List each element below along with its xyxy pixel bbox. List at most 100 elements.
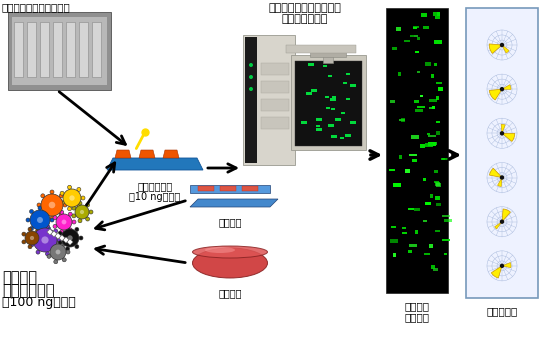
Bar	[434, 63, 437, 66]
Bar	[409, 154, 417, 156]
Bar	[190, 185, 270, 193]
Circle shape	[28, 245, 32, 249]
Bar	[425, 202, 431, 205]
Bar	[245, 37, 257, 163]
Circle shape	[46, 226, 50, 231]
Polygon shape	[163, 150, 179, 158]
Bar	[53, 22, 62, 77]
Polygon shape	[47, 229, 53, 235]
Bar	[437, 12, 440, 16]
Text: 荧光スキャナー: 荧光スキャナー	[282, 14, 328, 24]
Circle shape	[47, 254, 51, 258]
Bar	[306, 92, 312, 95]
Wedge shape	[502, 209, 510, 222]
Polygon shape	[190, 199, 278, 207]
Bar	[40, 22, 49, 77]
Bar	[414, 208, 420, 211]
Circle shape	[500, 264, 504, 268]
Bar	[420, 95, 423, 97]
Circle shape	[36, 226, 40, 230]
Circle shape	[53, 224, 57, 228]
Circle shape	[63, 189, 81, 207]
Circle shape	[36, 243, 39, 247]
Bar	[417, 106, 425, 108]
Circle shape	[38, 230, 42, 234]
Bar	[323, 45, 333, 63]
Circle shape	[500, 87, 504, 91]
Circle shape	[72, 220, 76, 224]
Bar	[435, 182, 440, 186]
Bar	[433, 268, 438, 271]
Bar	[411, 135, 419, 139]
Bar	[198, 186, 214, 191]
Bar	[323, 65, 327, 67]
Bar	[409, 244, 417, 247]
Bar	[220, 186, 236, 191]
Bar	[415, 230, 418, 234]
Circle shape	[28, 227, 32, 231]
Circle shape	[81, 196, 85, 200]
Wedge shape	[489, 168, 502, 177]
Circle shape	[62, 258, 66, 262]
Bar	[341, 112, 345, 114]
Bar	[392, 47, 397, 50]
Wedge shape	[489, 44, 502, 53]
Bar	[391, 226, 396, 228]
Circle shape	[30, 210, 33, 214]
Bar	[291, 55, 366, 150]
Bar	[441, 158, 445, 160]
Bar	[434, 170, 438, 173]
Circle shape	[53, 247, 58, 251]
Circle shape	[59, 212, 63, 216]
Circle shape	[86, 203, 90, 207]
Circle shape	[68, 185, 72, 189]
Bar	[428, 135, 436, 137]
Circle shape	[30, 233, 34, 237]
Bar	[396, 27, 401, 31]
Bar	[345, 134, 351, 137]
Circle shape	[68, 235, 73, 241]
Bar	[66, 22, 75, 77]
Circle shape	[65, 247, 70, 251]
Circle shape	[45, 252, 50, 256]
Circle shape	[22, 232, 26, 236]
Circle shape	[68, 212, 72, 216]
Circle shape	[30, 243, 34, 247]
Circle shape	[77, 204, 81, 209]
Polygon shape	[59, 235, 65, 241]
Wedge shape	[491, 266, 502, 278]
Bar	[328, 124, 334, 127]
Bar	[340, 137, 344, 139]
Bar	[414, 100, 419, 103]
Bar	[286, 45, 356, 53]
Bar	[444, 219, 452, 222]
Circle shape	[30, 236, 34, 240]
Circle shape	[39, 236, 43, 240]
Bar	[414, 35, 418, 37]
Circle shape	[75, 205, 89, 219]
Bar	[350, 121, 356, 124]
Bar	[436, 96, 439, 100]
Polygon shape	[107, 158, 203, 170]
Polygon shape	[115, 150, 131, 158]
Bar	[295, 61, 362, 146]
Circle shape	[78, 201, 82, 205]
Bar	[79, 22, 88, 77]
Bar	[410, 35, 414, 37]
Bar	[436, 203, 441, 206]
Circle shape	[33, 228, 57, 252]
Circle shape	[249, 75, 253, 79]
Circle shape	[60, 191, 64, 195]
Circle shape	[50, 216, 54, 220]
Bar	[343, 82, 347, 84]
Circle shape	[80, 210, 84, 214]
Wedge shape	[502, 263, 511, 268]
Wedge shape	[502, 45, 509, 53]
Bar	[399, 155, 402, 159]
Bar	[402, 232, 407, 234]
Circle shape	[63, 203, 67, 207]
Ellipse shape	[192, 248, 267, 278]
Circle shape	[30, 226, 33, 231]
Bar	[444, 253, 447, 255]
Bar	[442, 158, 448, 160]
